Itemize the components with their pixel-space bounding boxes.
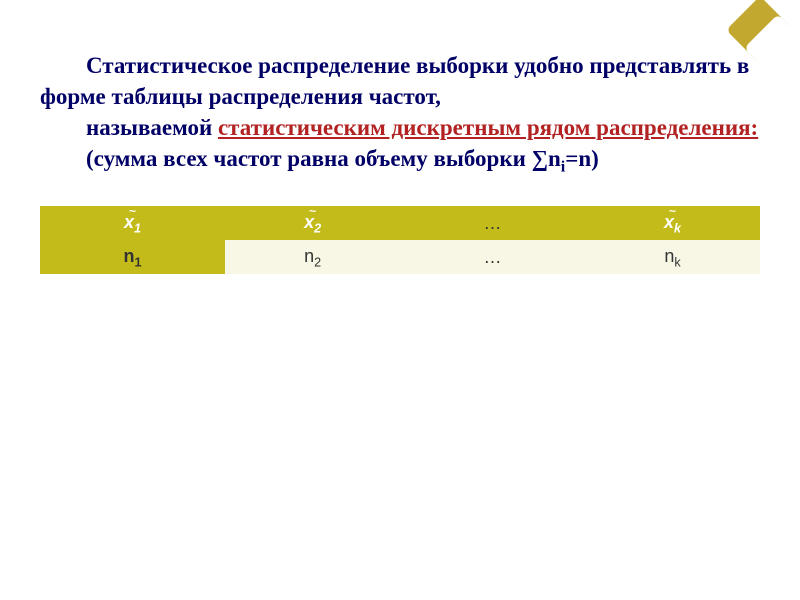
paragraph-2: называемой статистическим дискретным ряд… [40,112,760,143]
header-x2: ~x2 [225,206,400,240]
p3-b: =n) [565,146,599,171]
header-dots: … [400,206,585,240]
table-header-row: ~x1 ~x2 … ~xk [40,206,760,240]
p3-a: (сумма всех частот равна объему выборки … [86,146,561,171]
cell-nk: nk [585,240,760,274]
p1-text: Статистическое распределение выборки удо… [40,53,749,109]
paragraph-1: Статистическое распределение выборки удо… [40,50,760,112]
body-text: Статистическое распределение выборки удо… [40,50,760,178]
header-x1: ~x1 [40,206,225,240]
p2-prefix: называемой [86,115,218,140]
table-data-row: n1 n2 … nk [40,240,760,274]
highlight-term: статистическим дискретным рядом распреде… [218,115,758,140]
paragraph-3: (сумма всех частот равна объему выборки … [40,143,760,178]
distribution-table: ~x1 ~x2 … ~xk n1 n2 … nk [40,206,760,274]
corner-decoration [730,0,800,70]
header-xk: ~xk [585,206,760,240]
table: ~x1 ~x2 … ~xk n1 n2 … nk [40,206,760,274]
cell-n1: n1 [40,240,225,274]
slide: { "text": { "p1": "Статистическое распре… [0,0,800,600]
cell-n2: n2 [225,240,400,274]
cell-dots: … [400,240,585,274]
